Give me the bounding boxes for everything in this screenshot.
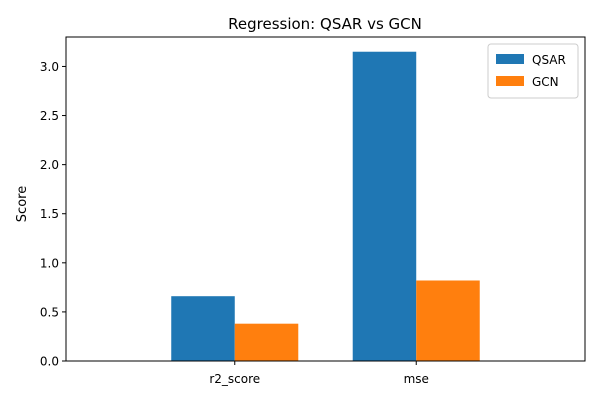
y-tick-label: 2.0 (40, 158, 59, 172)
y-axis-label: Score (15, 186, 30, 222)
bar-qsar-r2-score (171, 296, 235, 361)
legend-label-gcn: GCN (532, 75, 559, 89)
bars-group (171, 51, 480, 361)
y-tick-label: 1.0 (40, 256, 59, 270)
bar-gcn-mse (416, 280, 480, 361)
legend-swatch-qsar (496, 54, 524, 64)
bar-qsar-mse (352, 51, 417, 361)
y-tick-label: 0.5 (40, 305, 59, 319)
x-tick-label: r2_score (209, 372, 260, 386)
chart-title: Regression: QSAR vs GCN (228, 15, 422, 33)
y-axis-ticks: 0.0 0.5 1.0 1.5 2.0 2.5 3.0 (40, 60, 66, 369)
bar-gcn-r2-score (234, 323, 299, 361)
y-tick-label: 2.5 (40, 109, 59, 123)
x-tick-label: mse (404, 372, 429, 386)
legend: QSAR GCN (487, 43, 579, 99)
x-axis-ticks: r2_score mse (209, 361, 429, 386)
plot-area-frame (65, 36, 586, 362)
y-tick-label: 3.0 (40, 60, 59, 74)
legend-swatch-gcn (496, 76, 524, 86)
y-tick-label: 1.5 (40, 207, 59, 221)
y-tick-label: 0.0 (40, 355, 59, 369)
legend-label-qsar: QSAR (532, 53, 566, 67)
